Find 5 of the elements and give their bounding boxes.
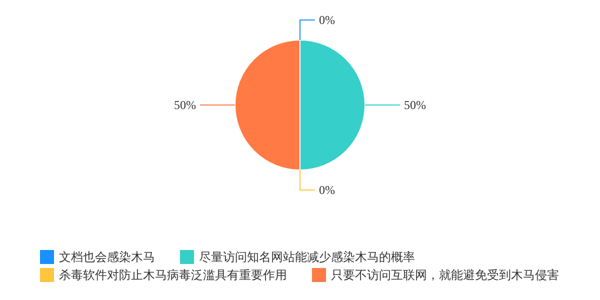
data-label: 50%	[404, 98, 426, 112]
text: 0%	[319, 183, 335, 197]
text: 0%	[319, 13, 335, 27]
data-label: 50%	[174, 98, 196, 112]
legend-label: 文档也会感染木马	[59, 250, 155, 264]
